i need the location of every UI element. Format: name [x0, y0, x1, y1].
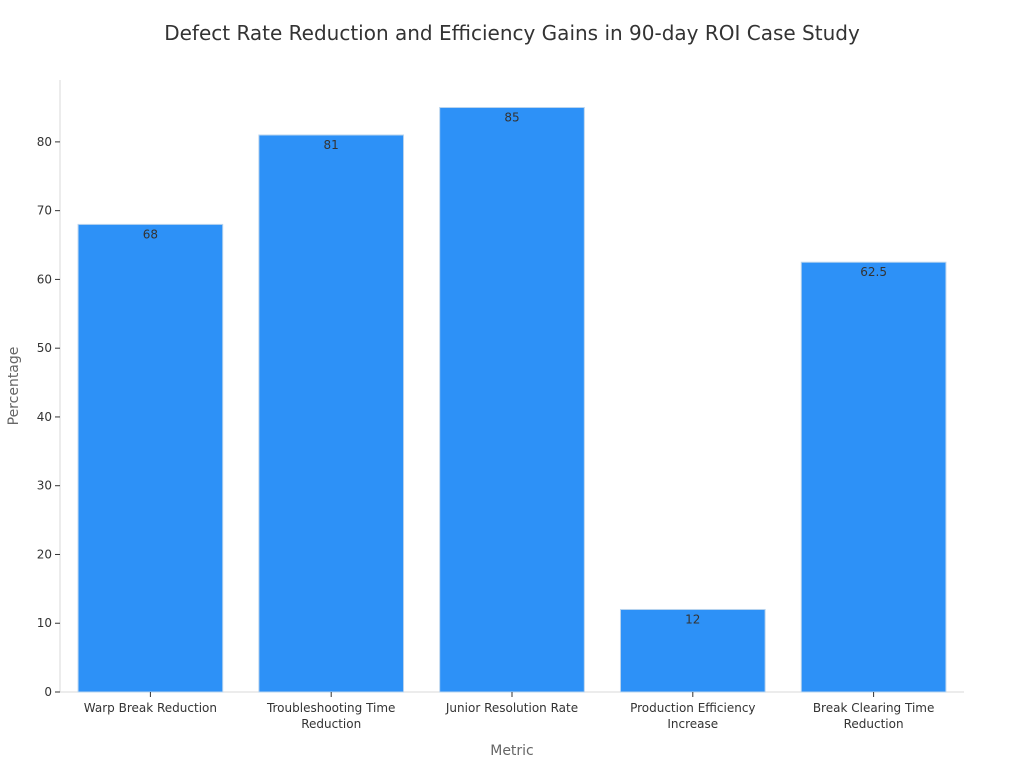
y-tick-label: 30 [37, 479, 52, 493]
x-tick-label-line: Warp Break Reduction [84, 701, 217, 715]
y-axis-ticks: 0 10 20 30 40 50 60 70 80 [37, 135, 60, 699]
y-tick-label: 60 [37, 272, 52, 286]
x-tick-label: Troubleshooting Time Reduction [266, 701, 396, 731]
bar-value-label: 12 [685, 612, 700, 626]
bar-value-label: 68 [143, 227, 158, 241]
bar-series: 68 81 85 12 62.5 [77, 107, 947, 693]
y-tick-label: 40 [37, 410, 52, 424]
bar-value-label: 85 [504, 111, 519, 125]
x-tick-label: Break Clearing Time Reduction [813, 701, 935, 731]
y-tick-label: 50 [37, 341, 52, 355]
y-tick-label: 80 [37, 135, 52, 149]
y-tick-label: 20 [37, 547, 52, 561]
bar [258, 134, 405, 693]
bar [439, 107, 585, 693]
chart-title: Defect Rate Reduction and Efficiency Gai… [164, 21, 860, 45]
bar-value-label: 62.5 [860, 265, 887, 279]
x-tick-label-line: Troubleshooting Time [266, 701, 396, 715]
x-tick-label-line: Junior Resolution Rate [445, 701, 578, 715]
x-axis-ticks: Warp Break Reduction Troubleshooting Time… [84, 692, 935, 731]
y-tick-label: 0 [44, 685, 52, 699]
x-tick-label: Production Efficiency Increase [630, 701, 755, 731]
x-tick-label-line: Reduction [844, 717, 904, 731]
bar [77, 223, 224, 693]
x-tick-label-line: Reduction [301, 717, 361, 731]
x-tick-label-line: Increase [667, 717, 718, 731]
y-tick-label: 70 [37, 204, 52, 218]
x-tick-label-line: Production Efficiency [630, 701, 755, 715]
x-tick-label: Warp Break Reduction [84, 701, 217, 715]
x-axis-label: Metric [490, 743, 534, 759]
y-tick-label: 10 [37, 616, 52, 630]
bar [800, 261, 947, 693]
y-axis-label: Percentage [6, 347, 22, 426]
bar-value-label: 81 [324, 138, 339, 152]
x-tick-label: Junior Resolution Rate [445, 701, 578, 715]
x-tick-label-line: Break Clearing Time [813, 701, 935, 715]
bar [619, 608, 766, 693]
